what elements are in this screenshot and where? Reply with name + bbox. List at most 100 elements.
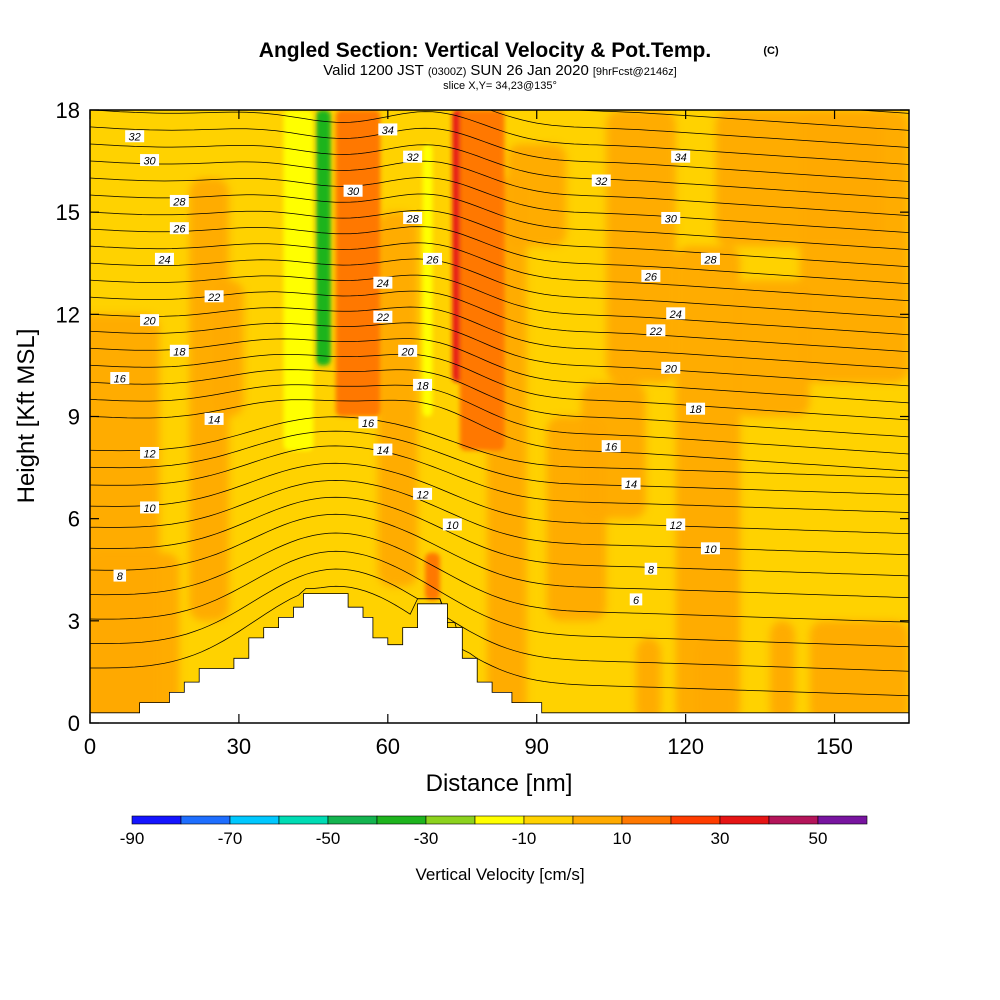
contour-label-bg <box>661 361 681 374</box>
contour-label-bg <box>621 477 641 490</box>
contour-label: 12 <box>413 487 433 501</box>
contour-label-bg <box>641 269 661 282</box>
contour-label: 24 <box>154 252 174 266</box>
contour-label: 10 <box>140 501 160 515</box>
theta-contour <box>568 110 909 131</box>
downdraft-cell <box>422 144 433 417</box>
contour-label-text: 30 <box>143 156 156 168</box>
velocity-cell <box>90 552 180 723</box>
y-tick-label: 6 <box>68 507 80 532</box>
contour-label: 18 <box>169 344 189 358</box>
theta-contour <box>90 274 909 336</box>
y-tick-label: 18 <box>56 98 80 123</box>
theta-contour <box>90 110 909 165</box>
contour-label: 28 <box>169 194 189 208</box>
theta-contour <box>90 126 909 182</box>
y-tick-label: 9 <box>68 405 80 430</box>
colorbar-swatch <box>229 815 280 825</box>
contour-label-text: 12 <box>670 520 682 532</box>
chart-subtitle: Valid 1200 JST (0300Z) SUN 26 Jan 2020 [9hr… <box>323 62 677 79</box>
y-axis: 0 3 6 9 12 15 18 <box>56 98 909 736</box>
contour-label: 12 <box>666 518 686 532</box>
contour-label: 24 <box>666 307 686 321</box>
contour-label: 14 <box>204 412 224 426</box>
theta-contour <box>90 513 909 599</box>
contour-label-bg <box>343 184 363 197</box>
colorbar-swatch <box>278 815 329 825</box>
contour-label-bg <box>591 174 611 187</box>
contour-label-text: 12 <box>416 489 428 501</box>
subtitle-utc: (0300Z) <box>428 66 467 78</box>
theta-contour <box>90 193 909 250</box>
colorbar-tick-label: 50 <box>809 829 828 848</box>
contour-label-text: 28 <box>172 196 186 208</box>
contour-label-bg <box>403 211 423 224</box>
contour-label-text: 14 <box>208 414 220 426</box>
contour-label: 18 <box>686 402 706 416</box>
contour-label: 16 <box>110 372 130 386</box>
contour-label-bg <box>204 412 224 425</box>
contour-label-text: 26 <box>644 271 658 283</box>
colorbar-swatch <box>670 815 721 825</box>
contour-label-text: 20 <box>142 316 156 328</box>
title-mark: (C) <box>763 45 779 57</box>
theta-contour <box>90 226 909 285</box>
contour-label-bg <box>140 501 160 514</box>
theta-contour <box>90 462 909 535</box>
velocity-cell <box>735 280 810 417</box>
chart-title: Angled Section: Vertical Velocity & Pot.… <box>259 39 711 62</box>
x-tick-label: 30 <box>227 734 251 759</box>
theta-contour <box>90 399 909 472</box>
contour-label: 30 <box>343 184 363 198</box>
contour-label: 10 <box>700 542 720 556</box>
contour-label-bg <box>154 252 174 265</box>
contour-label: 20 <box>661 361 681 375</box>
colorbar-swatch <box>572 815 623 825</box>
contour-label-text: 34 <box>675 152 687 164</box>
contour-label-bg <box>169 222 189 235</box>
contour-label-text: 20 <box>401 346 415 358</box>
contour-label: 6 <box>629 593 643 607</box>
theta-contour <box>90 290 909 353</box>
contour-label: 26 <box>169 222 189 236</box>
contour-label-bg <box>113 569 127 582</box>
velocity-cell <box>770 620 795 723</box>
contour-label: 32 <box>125 130 145 144</box>
theta-contour <box>90 177 909 233</box>
contour-label-bg <box>358 416 378 429</box>
theta-contour <box>90 322 909 387</box>
theta-contour <box>90 306 909 370</box>
x-tick-label: 120 <box>667 734 704 759</box>
contour-label: 24 <box>373 276 393 290</box>
contour-label-bg <box>140 314 160 327</box>
theta-contour <box>90 338 909 404</box>
contour-label-bg <box>373 443 393 456</box>
contour-label: 30 <box>661 211 681 225</box>
contour-label-text: 16 <box>114 374 127 386</box>
contour-labels: 6 8 8 10 10 10 12 12 12 14 14 14 16 16 16 18 18 18 20 20 20 2… <box>110 123 720 607</box>
contour-label: 20 <box>140 314 160 328</box>
contour-label-text: 14 <box>377 445 389 457</box>
theta-contour <box>90 585 909 697</box>
contour-label: 28 <box>403 211 423 225</box>
plot-area: 6 8 8 10 10 10 12 12 12 14 14 14 16 16 16 18 18 18 20 20 20 2… <box>90 110 909 723</box>
contour-label: 30 <box>140 154 160 168</box>
velocity-cell <box>675 246 741 723</box>
contour-label-bg <box>422 252 442 265</box>
contour-label: 32 <box>591 174 611 188</box>
contour-label: 22 <box>204 290 224 304</box>
contour-label-text: 26 <box>172 224 186 236</box>
contour-label: 14 <box>373 443 393 457</box>
theta-contour <box>90 242 909 302</box>
contour-label-text: 22 <box>649 326 662 338</box>
contour-label-bg <box>601 440 621 453</box>
theta-contour <box>90 568 909 672</box>
velocity-cell <box>214 280 244 417</box>
contour-label-text: 30 <box>347 186 360 198</box>
x-tick-label: 60 <box>376 734 400 759</box>
contour-label-bg <box>373 276 393 289</box>
contour-label-text: 32 <box>407 152 419 164</box>
theta-contour <box>90 384 909 455</box>
y-tick-label: 15 <box>56 200 80 225</box>
